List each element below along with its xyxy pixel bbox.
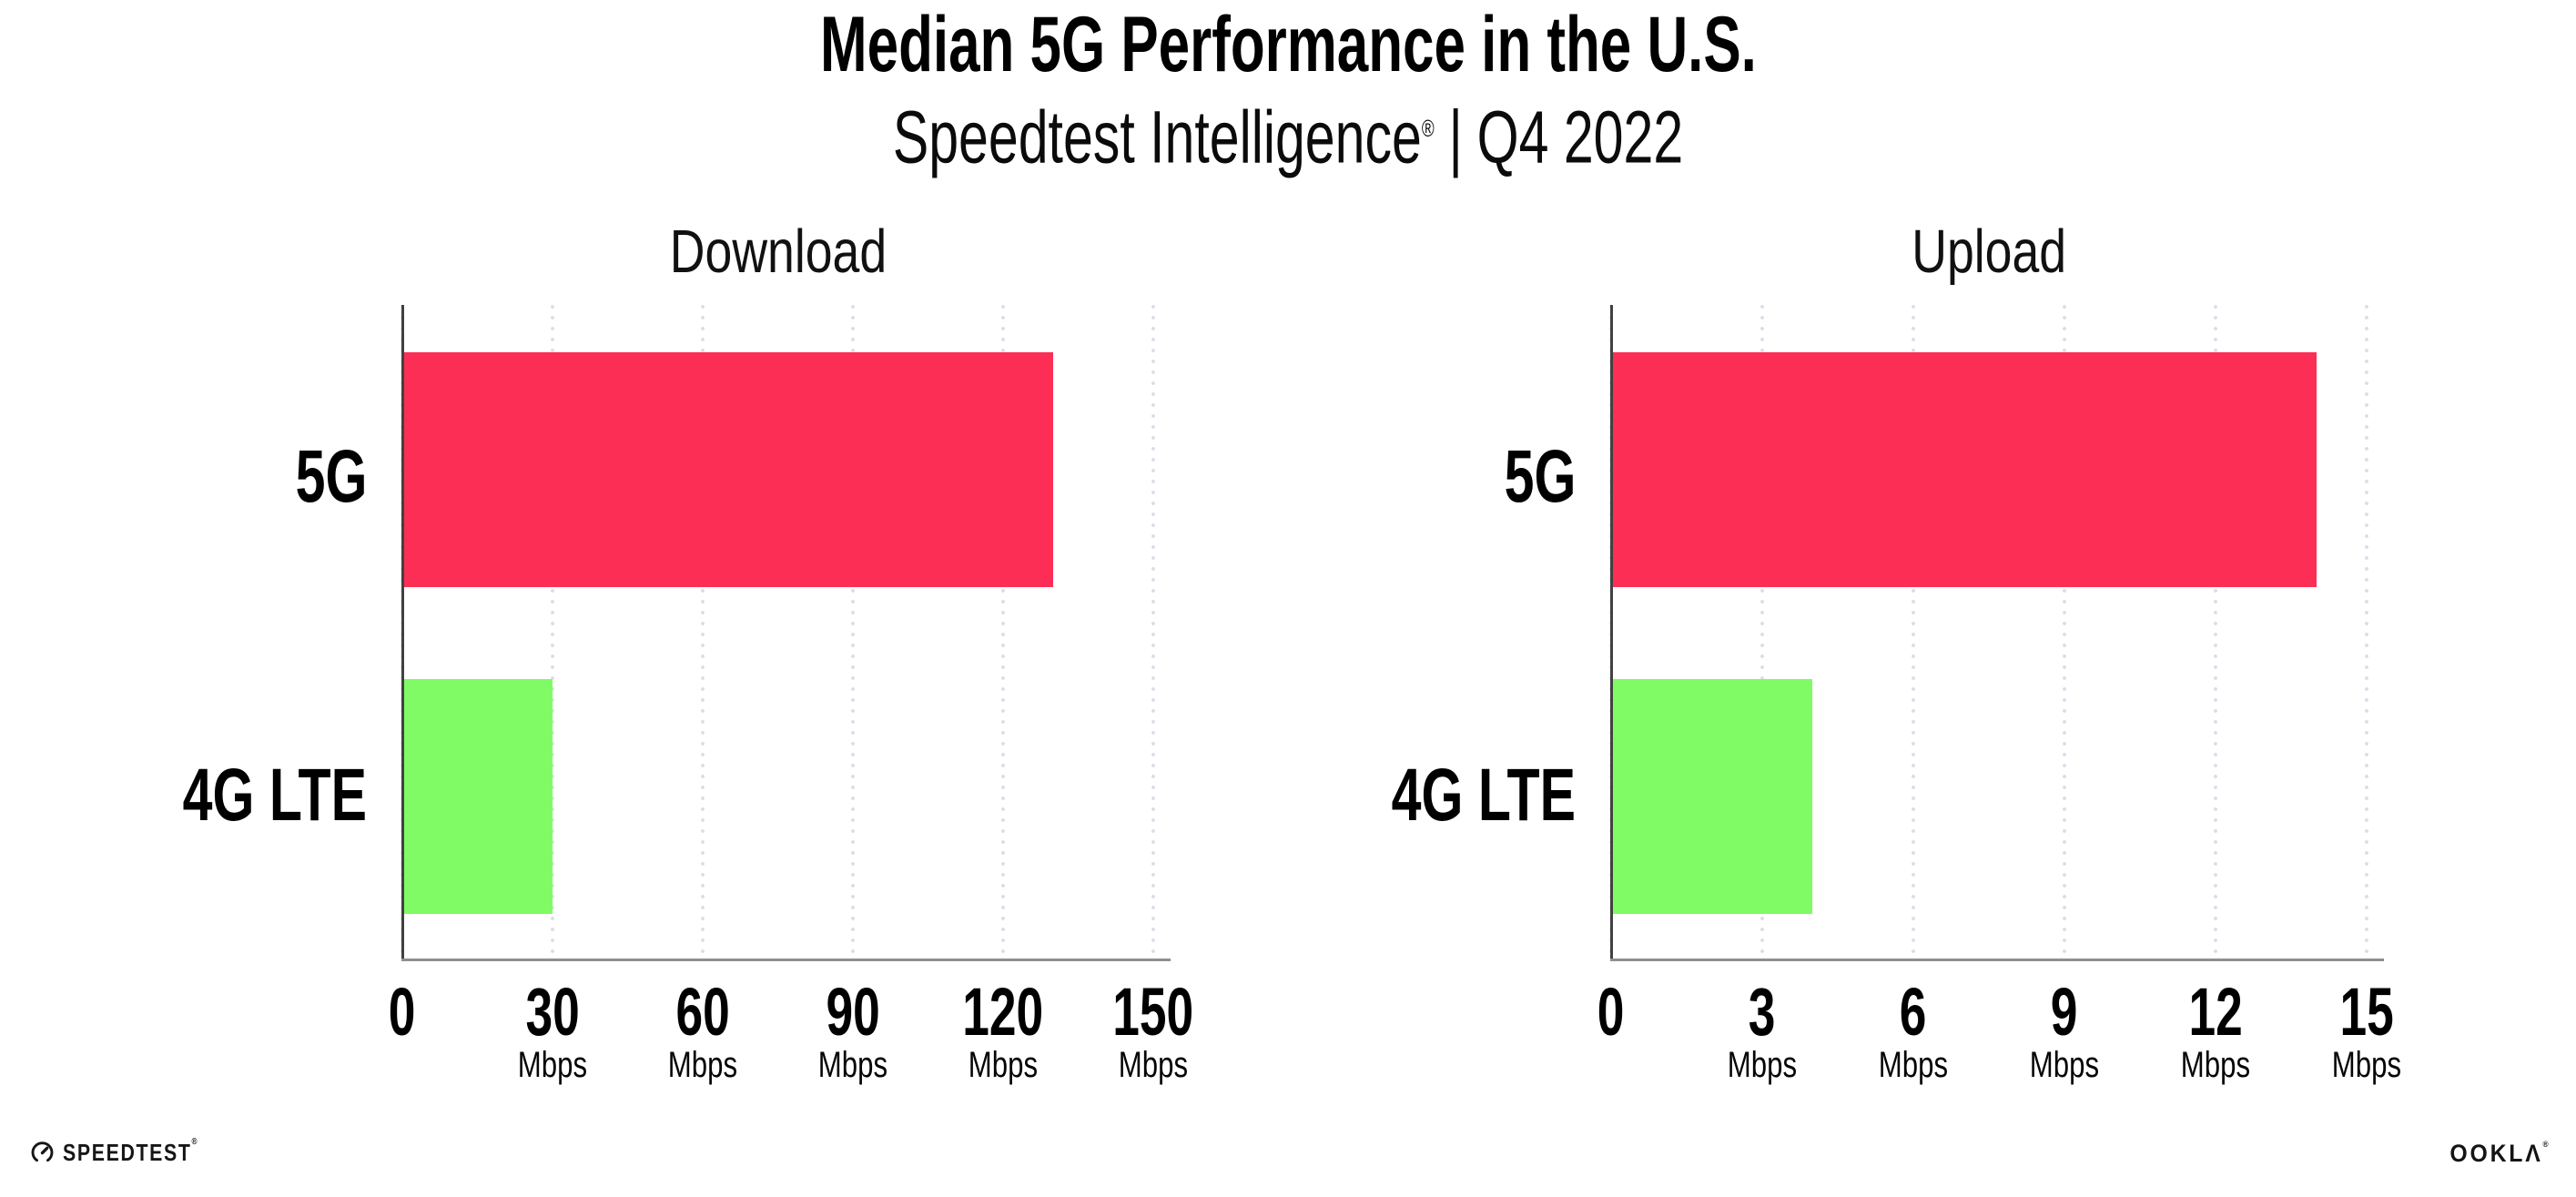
ookla-wordmark-text: OOKLΛ xyxy=(2449,1140,2543,1167)
category-label-5g: 5G xyxy=(0,439,1576,515)
gridline-upload-3 xyxy=(1760,305,1764,959)
page-title: Median 5G Performance in the U.S. xyxy=(0,5,2576,84)
x-tick-label-upload-6: 6 xyxy=(1822,979,2004,1046)
subtitle-period: Q4 2022 xyxy=(1476,96,1684,179)
page-subtitle: Speedtest Intelligence® | Q4 2022 xyxy=(0,91,2576,175)
x-tick-value: 0 xyxy=(389,974,416,1050)
gridline-upload-6 xyxy=(1912,305,1915,959)
x-tick-value: 150 xyxy=(1112,974,1194,1050)
speedtest-registered-mark-icon: ® xyxy=(191,1137,198,1147)
x-tick-unit-download-150: Mbps xyxy=(1062,1047,1244,1083)
x-tick-unit-text: Mbps xyxy=(517,1045,588,1085)
x-tick-value: 30 xyxy=(525,974,580,1050)
subtitle-separator: | xyxy=(1448,96,1463,179)
x-tick-value: 90 xyxy=(826,974,880,1050)
page-title-text: Median 5G Performance in the U.S. xyxy=(819,1,1757,88)
x-tick-unit-text: Mbps xyxy=(2180,1045,2251,1085)
y-axis-line-download xyxy=(401,305,404,961)
x-tick-label-download-60: 60 xyxy=(612,979,794,1046)
x-axis-line-download xyxy=(401,959,1171,961)
x-tick-unit-download-30: Mbps xyxy=(461,1047,644,1083)
x-tick-unit-upload-15: Mbps xyxy=(2276,1047,2458,1083)
x-tick-unit-download-120: Mbps xyxy=(912,1047,1094,1083)
bar-download-5g xyxy=(402,352,1053,587)
category-label-text: 5G xyxy=(1504,435,1576,518)
speedtest-logo: SPEEDTEST® xyxy=(30,1137,227,1167)
registered-mark-icon: ® xyxy=(1421,115,1435,142)
page-subtitle-text: Speedtest Intelligence® | Q4 2022 xyxy=(893,91,1683,175)
category-label-text: 5G xyxy=(295,435,367,518)
x-tick-value: 15 xyxy=(2339,974,2394,1050)
x-axis-line-upload xyxy=(1610,959,2384,961)
gridline-upload-15 xyxy=(2365,305,2368,959)
x-tick-value: 3 xyxy=(1749,974,1776,1050)
x-tick-unit-text: Mbps xyxy=(667,1045,738,1085)
chart-title-upload: Upload xyxy=(1611,221,2367,282)
gridline-download-150 xyxy=(1151,305,1155,959)
x-tick-value: 0 xyxy=(1597,974,1625,1050)
x-tick-label-download-150: 150 xyxy=(1062,979,1244,1046)
gridline-upload-12 xyxy=(2214,305,2217,959)
gridline-download-90 xyxy=(851,305,855,959)
x-tick-label-download-120: 120 xyxy=(912,979,1094,1046)
y-axis-line-upload xyxy=(1610,305,1613,961)
ookla-wordmark: OOKLΛ® xyxy=(2450,1140,2549,1168)
x-tick-value: 120 xyxy=(962,974,1044,1050)
speedtest-wordmark: SPEEDTEST® xyxy=(63,1137,227,1167)
x-tick-value: 60 xyxy=(675,974,730,1050)
x-tick-label-upload-3: 3 xyxy=(1671,979,1853,1046)
x-tick-label-download-30: 30 xyxy=(461,979,644,1046)
x-tick-unit-upload-12: Mbps xyxy=(2125,1047,2307,1083)
x-tick-label-download-0: 0 xyxy=(311,979,493,1046)
x-tick-unit-download-90: Mbps xyxy=(762,1047,944,1083)
x-tick-label-upload-9: 9 xyxy=(1973,979,2155,1046)
gridline-upload-9 xyxy=(2063,305,2066,959)
bar-upload-4g-lte xyxy=(1611,679,1812,914)
x-tick-label-upload-0: 0 xyxy=(1520,979,1702,1046)
category-label-text: 4G LTE xyxy=(182,754,367,837)
ookla-registered-mark-icon: ® xyxy=(2542,1140,2549,1149)
gridline-download-60 xyxy=(701,305,705,959)
speedtest-gauge-icon xyxy=(31,1141,54,1162)
x-tick-unit-text: Mbps xyxy=(2029,1045,2100,1085)
x-tick-label-upload-15: 15 xyxy=(2276,979,2458,1046)
x-tick-unit-text: Mbps xyxy=(1118,1045,1189,1085)
gridline-download-30 xyxy=(551,305,554,959)
x-tick-unit-text: Mbps xyxy=(2331,1045,2402,1085)
chart-title-download: Download xyxy=(402,221,1153,282)
x-tick-unit-upload-3: Mbps xyxy=(1671,1047,1853,1083)
gridline-download-120 xyxy=(1001,305,1005,959)
x-tick-unit-text: Mbps xyxy=(1727,1045,1798,1085)
speedtest-wordmark-text: SPEEDTEST xyxy=(63,1139,192,1166)
x-tick-value: 6 xyxy=(1900,974,1927,1050)
x-tick-label-download-90: 90 xyxy=(762,979,944,1046)
subtitle-brand: Speedtest Intelligence xyxy=(892,96,1422,179)
chart-title-text: Upload xyxy=(1912,218,2066,286)
x-tick-value: 9 xyxy=(2051,974,2078,1050)
x-tick-unit-download-60: Mbps xyxy=(612,1047,794,1083)
chart-title-text: Download xyxy=(669,218,887,286)
category-label-4g-lte: 4G LTE xyxy=(0,757,1576,834)
x-tick-unit-upload-9: Mbps xyxy=(1973,1047,2155,1083)
bar-download-4g-lte xyxy=(402,679,553,914)
x-tick-unit-text: Mbps xyxy=(817,1045,888,1085)
x-tick-unit-text: Mbps xyxy=(1878,1045,1949,1085)
x-tick-label-upload-12: 12 xyxy=(2125,979,2307,1046)
category-label-4g-lte: 4G LTE xyxy=(0,757,367,834)
x-tick-value: 12 xyxy=(2188,974,2243,1050)
category-label-5g: 5G xyxy=(0,439,367,515)
x-tick-unit-text: Mbps xyxy=(968,1045,1039,1085)
ookla-logo: OOKLΛ® xyxy=(2441,1140,2549,1168)
category-label-text: 4G LTE xyxy=(1391,754,1576,837)
x-tick-unit-upload-6: Mbps xyxy=(1822,1047,2004,1083)
bar-upload-5g xyxy=(1611,352,2317,587)
